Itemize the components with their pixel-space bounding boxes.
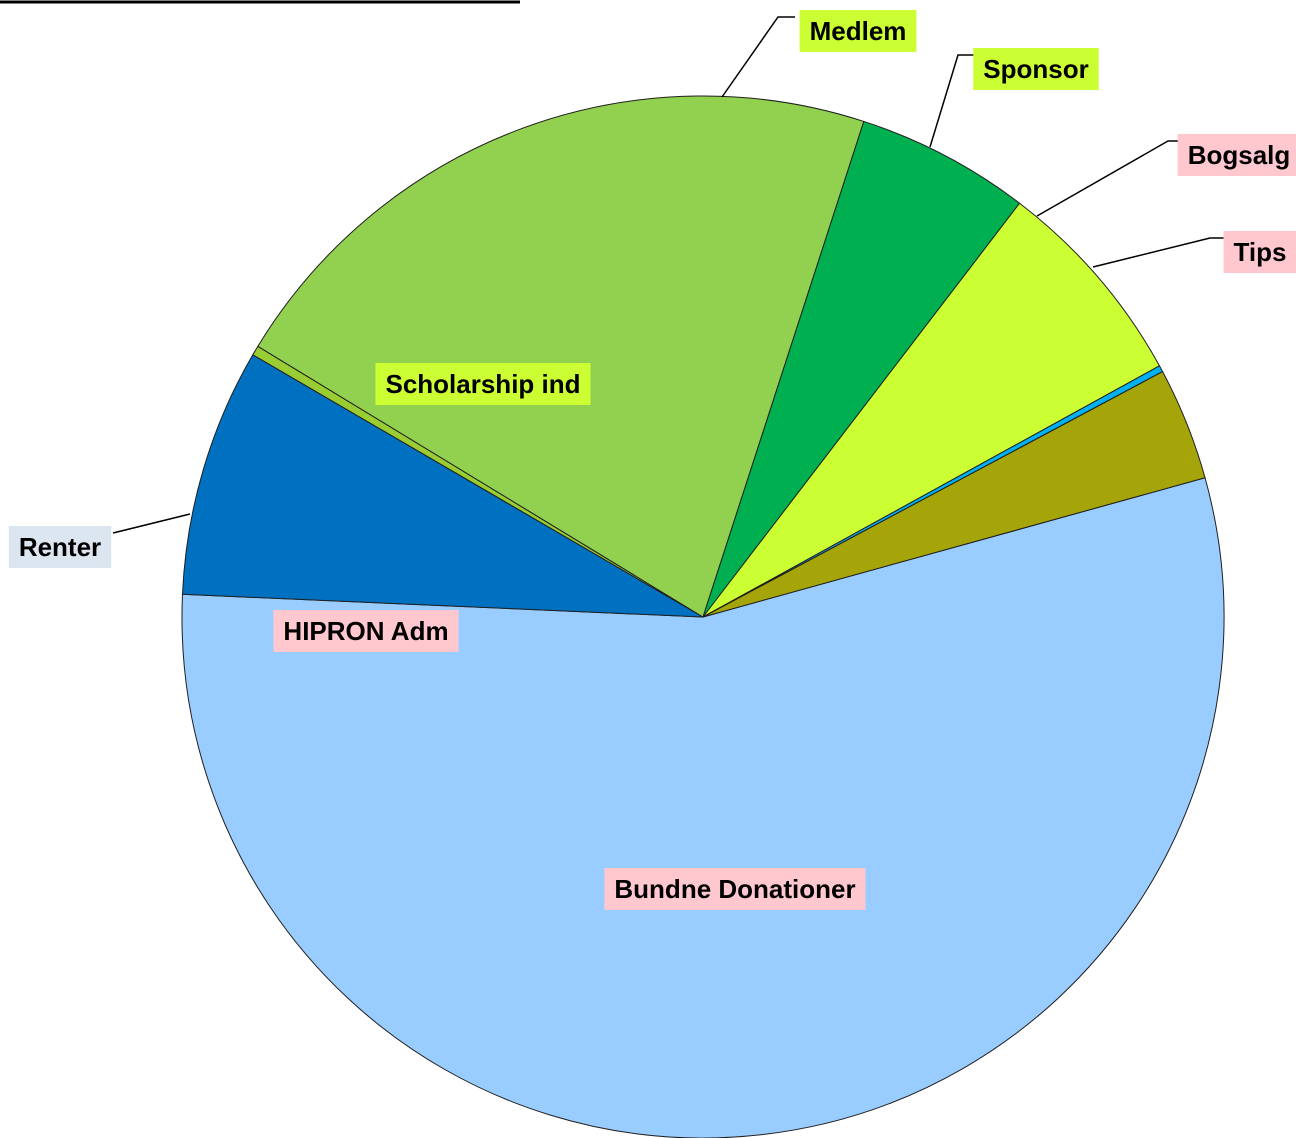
data-label-bg [8, 526, 112, 568]
pie-slice-hipron-adm [181, 354, 704, 618]
data-label-bg [1223, 231, 1296, 273]
slice-labels: Bundne Donationer HIPRON Adm Renter Scholar… [8, 10, 1296, 910]
data-label-bg [273, 610, 459, 652]
data-label-bg [604, 868, 866, 910]
data-label-bg [1177, 134, 1296, 176]
data-label-bg [973, 48, 1099, 90]
data-label-renter: Renter [8, 526, 112, 568]
leader-lines [112, 16, 1224, 534]
data-label-medlem: Medlem [799, 10, 917, 52]
pie-slices [181, 95, 1225, 1138]
leader-line-tips [1092, 237, 1224, 268]
pie-slice-sponsor [702, 202, 1161, 618]
data-label-text: Bogsalg [1188, 140, 1291, 170]
leader-line-medlem [721, 16, 795, 98]
leader-line-bogsalg [1036, 140, 1182, 217]
data-label-scholarship-ind: Scholarship ind [375, 363, 591, 405]
data-label-text: Renter [19, 532, 101, 562]
data-label-text: Bundne Donationer [614, 874, 855, 904]
data-label-bg [375, 363, 591, 405]
data-label-text: Sponsor [983, 54, 1088, 84]
data-label-sponsor: Sponsor [973, 48, 1099, 90]
data-label-text: Tips [1234, 237, 1287, 267]
data-label-bundne-donationer: Bundne Donationer [604, 868, 866, 910]
data-label-text: HIPRON Adm [283, 616, 448, 646]
pie-slice-tips [702, 370, 1206, 618]
pie-slice-medlem [702, 120, 1021, 618]
pie-slice-scholarship-ind [257, 95, 865, 618]
data-label-text: Medlem [810, 16, 907, 46]
data-label-bogsalg: Bogsalg [1177, 134, 1296, 176]
data-label-text: Scholarship ind [385, 369, 580, 399]
leader-line-sponsor [929, 54, 975, 148]
data-label-hipron-adm: HIPRON Adm [273, 610, 459, 652]
leader-line-renter [112, 513, 191, 534]
data-label-bg [799, 10, 917, 52]
data-label-tips: Tips [1223, 231, 1296, 273]
